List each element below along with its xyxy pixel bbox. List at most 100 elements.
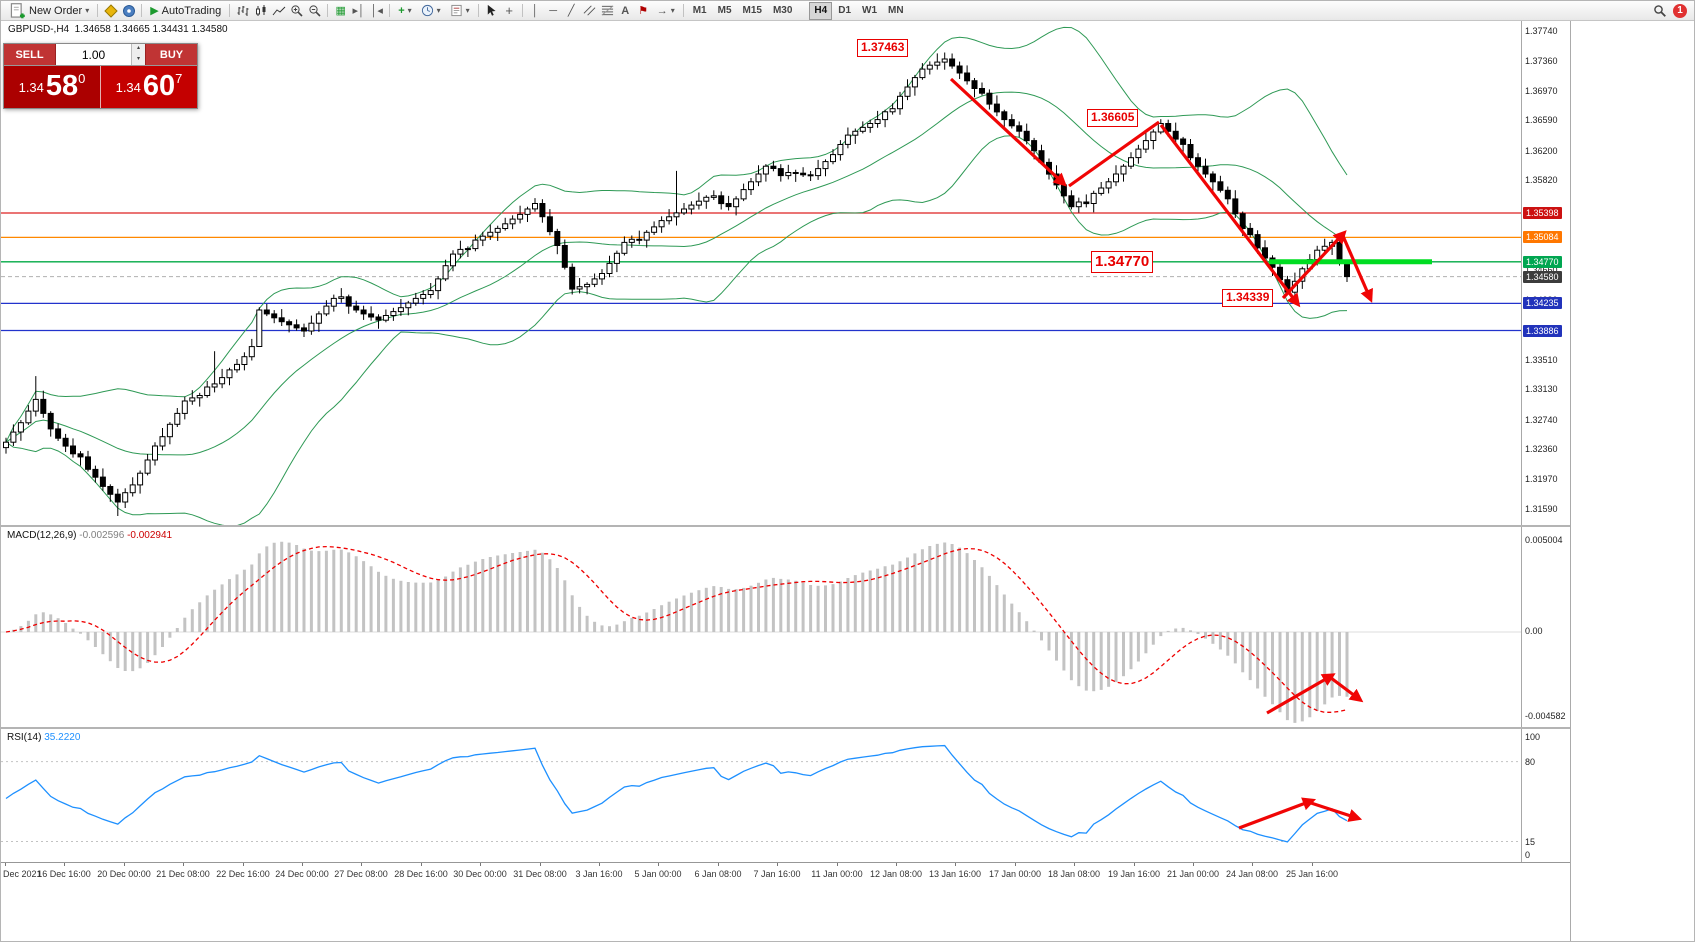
time-axis-tick (302, 863, 303, 866)
price-annotation[interactable]: 1.34770 (1091, 251, 1154, 273)
price-axis-label: 1.33510 (1525, 355, 1558, 365)
sell-price-prefix: 1.34 (18, 79, 44, 95)
time-axis-tick (243, 863, 244, 866)
new-order-button[interactable]: New Order ▾ (5, 2, 93, 20)
price-tag: 1.35084 (1523, 231, 1562, 243)
rsi-plot[interactable] (1, 729, 1521, 862)
auto-scroll-icon[interactable]: ▸│ (352, 5, 365, 17)
text-icon[interactable]: A (621, 4, 630, 17)
timeframe-button-d1[interactable]: D1 (838, 4, 852, 16)
buy-price[interactable]: 1.34 60 7 (101, 66, 197, 108)
volume-up-button[interactable]: ▴ (132, 44, 145, 55)
time-axis-tick (1193, 863, 1194, 866)
time-axis-label: 20 Dec 00:00 (97, 869, 151, 879)
timeframe-button-m5[interactable]: M5 (717, 4, 732, 16)
rsi-axis-label: 0 (1525, 850, 1531, 860)
sell-price[interactable]: 1.34 58 0 (4, 66, 101, 108)
vertical-line-icon[interactable]: │ (531, 4, 539, 17)
trend-arrow[interactable] (1330, 676, 1364, 703)
trendline-icon[interactable]: ╱ (567, 5, 575, 17)
macd-axis-label: -0.004582 (1525, 711, 1566, 721)
time-axis-tick (896, 863, 897, 866)
template-icon (451, 4, 462, 17)
macd-plot[interactable] (1, 527, 1521, 727)
arrow-tools-button[interactable]: → ▾ (653, 2, 679, 20)
candlestick-chart-icon[interactable] (252, 2, 269, 20)
buy-price-pip: 7 (175, 71, 183, 86)
trend-arrow[interactable] (1341, 235, 1373, 303)
timeframe-button-m15[interactable]: M15 (742, 4, 762, 16)
fibonacci-icon[interactable] (599, 2, 616, 20)
sell-button[interactable]: SELL (4, 44, 56, 65)
time-axis[interactable]: Dec 2021 16 Dec 16:00 20 Dec 00:00 21 Dec 0… (1, 862, 1570, 883)
price-annotation[interactable]: 1.36605 (1087, 109, 1139, 127)
macd-axis[interactable]: 0.005004 0.00 -0.004582 (1523, 527, 1569, 727)
rsi-axis[interactable]: 100 80 15 0 (1523, 729, 1569, 862)
timeframe-button-mn[interactable]: MN (888, 4, 904, 16)
trend-arrow[interactable] (1159, 124, 1301, 308)
trend-arrow[interactable] (1310, 801, 1363, 822)
cursor-icon[interactable] (483, 2, 500, 20)
text-label-icon[interactable]: ⚑ (638, 5, 649, 17)
rsi-pane: 100 80 15 0 RSI(14) 35.2220 (1, 729, 1570, 862)
chart-shift-icon[interactable]: │◂ (370, 5, 383, 17)
buy-button[interactable]: BUY (145, 44, 197, 65)
price-axis[interactable]: 1.37740 1.37360 1.36970 1.36590 1.36200 1.358… (1523, 21, 1569, 525)
crosshair-icon[interactable]: + (505, 3, 513, 18)
horizontal-line-icon[interactable]: ─ (549, 4, 558, 17)
trend-arrow[interactable] (1281, 230, 1347, 300)
channel-icon[interactable] (581, 2, 598, 20)
line-chart-icon[interactable] (270, 2, 287, 20)
macd-signal-value: -0.002941 (127, 530, 173, 541)
clock-icon (421, 4, 433, 17)
autotrading-button[interactable]: ▶ AutoTrading (146, 2, 225, 20)
volume-spinner: ▴ ▾ (131, 44, 145, 65)
trend-arrow[interactable] (1068, 120, 1160, 188)
rsi-axis-label: 15 (1525, 837, 1536, 847)
trend-arrow[interactable] (1266, 673, 1336, 715)
time-axis-label: 31 Dec 08:00 (513, 869, 567, 879)
bar-chart-icon[interactable] (234, 2, 251, 20)
zoom-out-icon[interactable] (306, 2, 323, 20)
main-toolbar: New Order ▾ ▶ AutoTrading ▦ ▸│ │◂ + ▾ ▾ (1, 1, 1694, 21)
indicators-button[interactable]: + ▾ (394, 2, 415, 20)
timeframe-button-m1[interactable]: M1 (692, 4, 707, 16)
price-annotation[interactable]: 1.37463 (857, 39, 909, 57)
time-axis-tick (124, 863, 125, 866)
notification-badge[interactable]: 1 (1673, 3, 1687, 18)
timeframe-button-h4[interactable]: H4 (809, 1, 833, 20)
timeframe-button-m30[interactable]: M30 (772, 4, 793, 16)
time-axis-tick (361, 863, 362, 866)
trend-arrow[interactable] (949, 77, 1067, 187)
timeframes-menu-button[interactable]: ▾ (417, 2, 445, 20)
price-scale-separator (1521, 729, 1522, 862)
volume-down-button[interactable]: ▾ (132, 54, 145, 65)
pane-resize-handle[interactable] (1, 727, 1570, 729)
templates-button[interactable]: ▾ (446, 2, 474, 20)
search-icon[interactable] (1651, 2, 1668, 20)
macd-label: MACD(12,26,9) -0.002596 -0.002941 (7, 530, 173, 541)
sell-price-pip: 0 (78, 71, 86, 86)
new-order-label: New Order (29, 4, 83, 17)
time-axis-tick (1074, 863, 1075, 866)
macd-axis-label: 0.00 (1525, 626, 1543, 636)
zoom-in-icon[interactable] (288, 2, 305, 20)
candlesticks (3, 52, 1350, 516)
price-tag: 1.34770 (1523, 256, 1562, 268)
navigator-icon[interactable] (120, 2, 137, 20)
market-watch-icon[interactable] (102, 2, 119, 20)
time-axis-label: 12 Jan 08:00 (869, 869, 923, 879)
main-chart-plot[interactable] (1, 21, 1521, 525)
time-axis-tick (183, 863, 184, 866)
arrow-tool-icon: → (656, 4, 668, 17)
price-annotation[interactable]: 1.34339 (1222, 289, 1274, 307)
time-axis-tick (1015, 863, 1016, 866)
bottom-filler (1, 883, 1570, 941)
timeframe-button-h1[interactable] (798, 2, 808, 20)
timeframe-button-w1[interactable]: W1 (862, 4, 878, 16)
volume-input[interactable] (56, 44, 131, 65)
pane-resize-handle[interactable] (1, 525, 1570, 527)
trend-arrow[interactable] (1238, 797, 1317, 830)
tile-windows-icon[interactable]: ▦ (335, 5, 346, 17)
